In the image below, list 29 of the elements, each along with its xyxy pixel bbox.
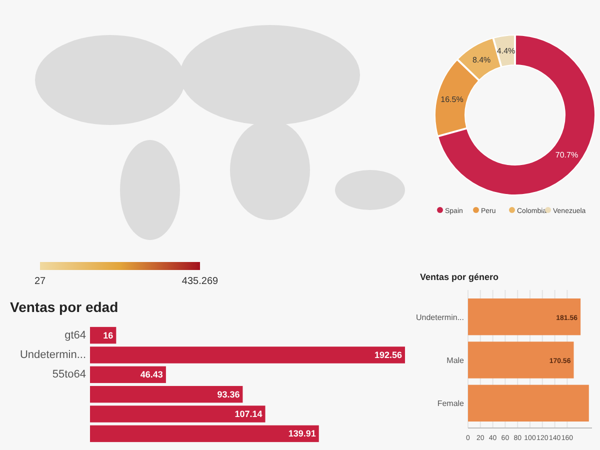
data-label: 16	[103, 330, 114, 340]
y-tick-label: Female	[437, 399, 465, 408]
y-tick-label: gt64	[64, 329, 86, 342]
y-tick-label: Undetermin...	[20, 348, 86, 361]
chart-title: Ventas por edad	[10, 299, 118, 315]
text: 435.269	[182, 276, 219, 287]
text: 27	[34, 276, 46, 287]
chart-title: Ventas por género	[420, 272, 500, 282]
bar	[90, 386, 243, 403]
data-label: 93.36	[217, 389, 240, 400]
y-tick-label: 55to64	[52, 368, 86, 381]
data-label: 107.14	[234, 409, 262, 420]
bar	[90, 346, 405, 364]
bar	[90, 425, 319, 442]
y-tick-label: Undetermin...	[416, 312, 464, 322]
bar	[468, 298, 581, 336]
data-label: 192.56	[374, 350, 402, 360]
y-tick-label: Male	[446, 356, 465, 365]
bar	[90, 406, 266, 422]
donut-slice	[438, 34, 596, 196]
data-label: 139.91	[288, 428, 316, 439]
data-label: 4.4%	[496, 46, 516, 56]
data-label: 46.43	[140, 370, 163, 380]
data-label: 16.5%	[440, 95, 464, 104]
bar	[90, 366, 166, 384]
bar	[468, 384, 589, 422]
bar	[468, 342, 574, 378]
data-label: 70.7%	[555, 150, 578, 160]
data-label: 8.4%	[472, 55, 491, 64]
